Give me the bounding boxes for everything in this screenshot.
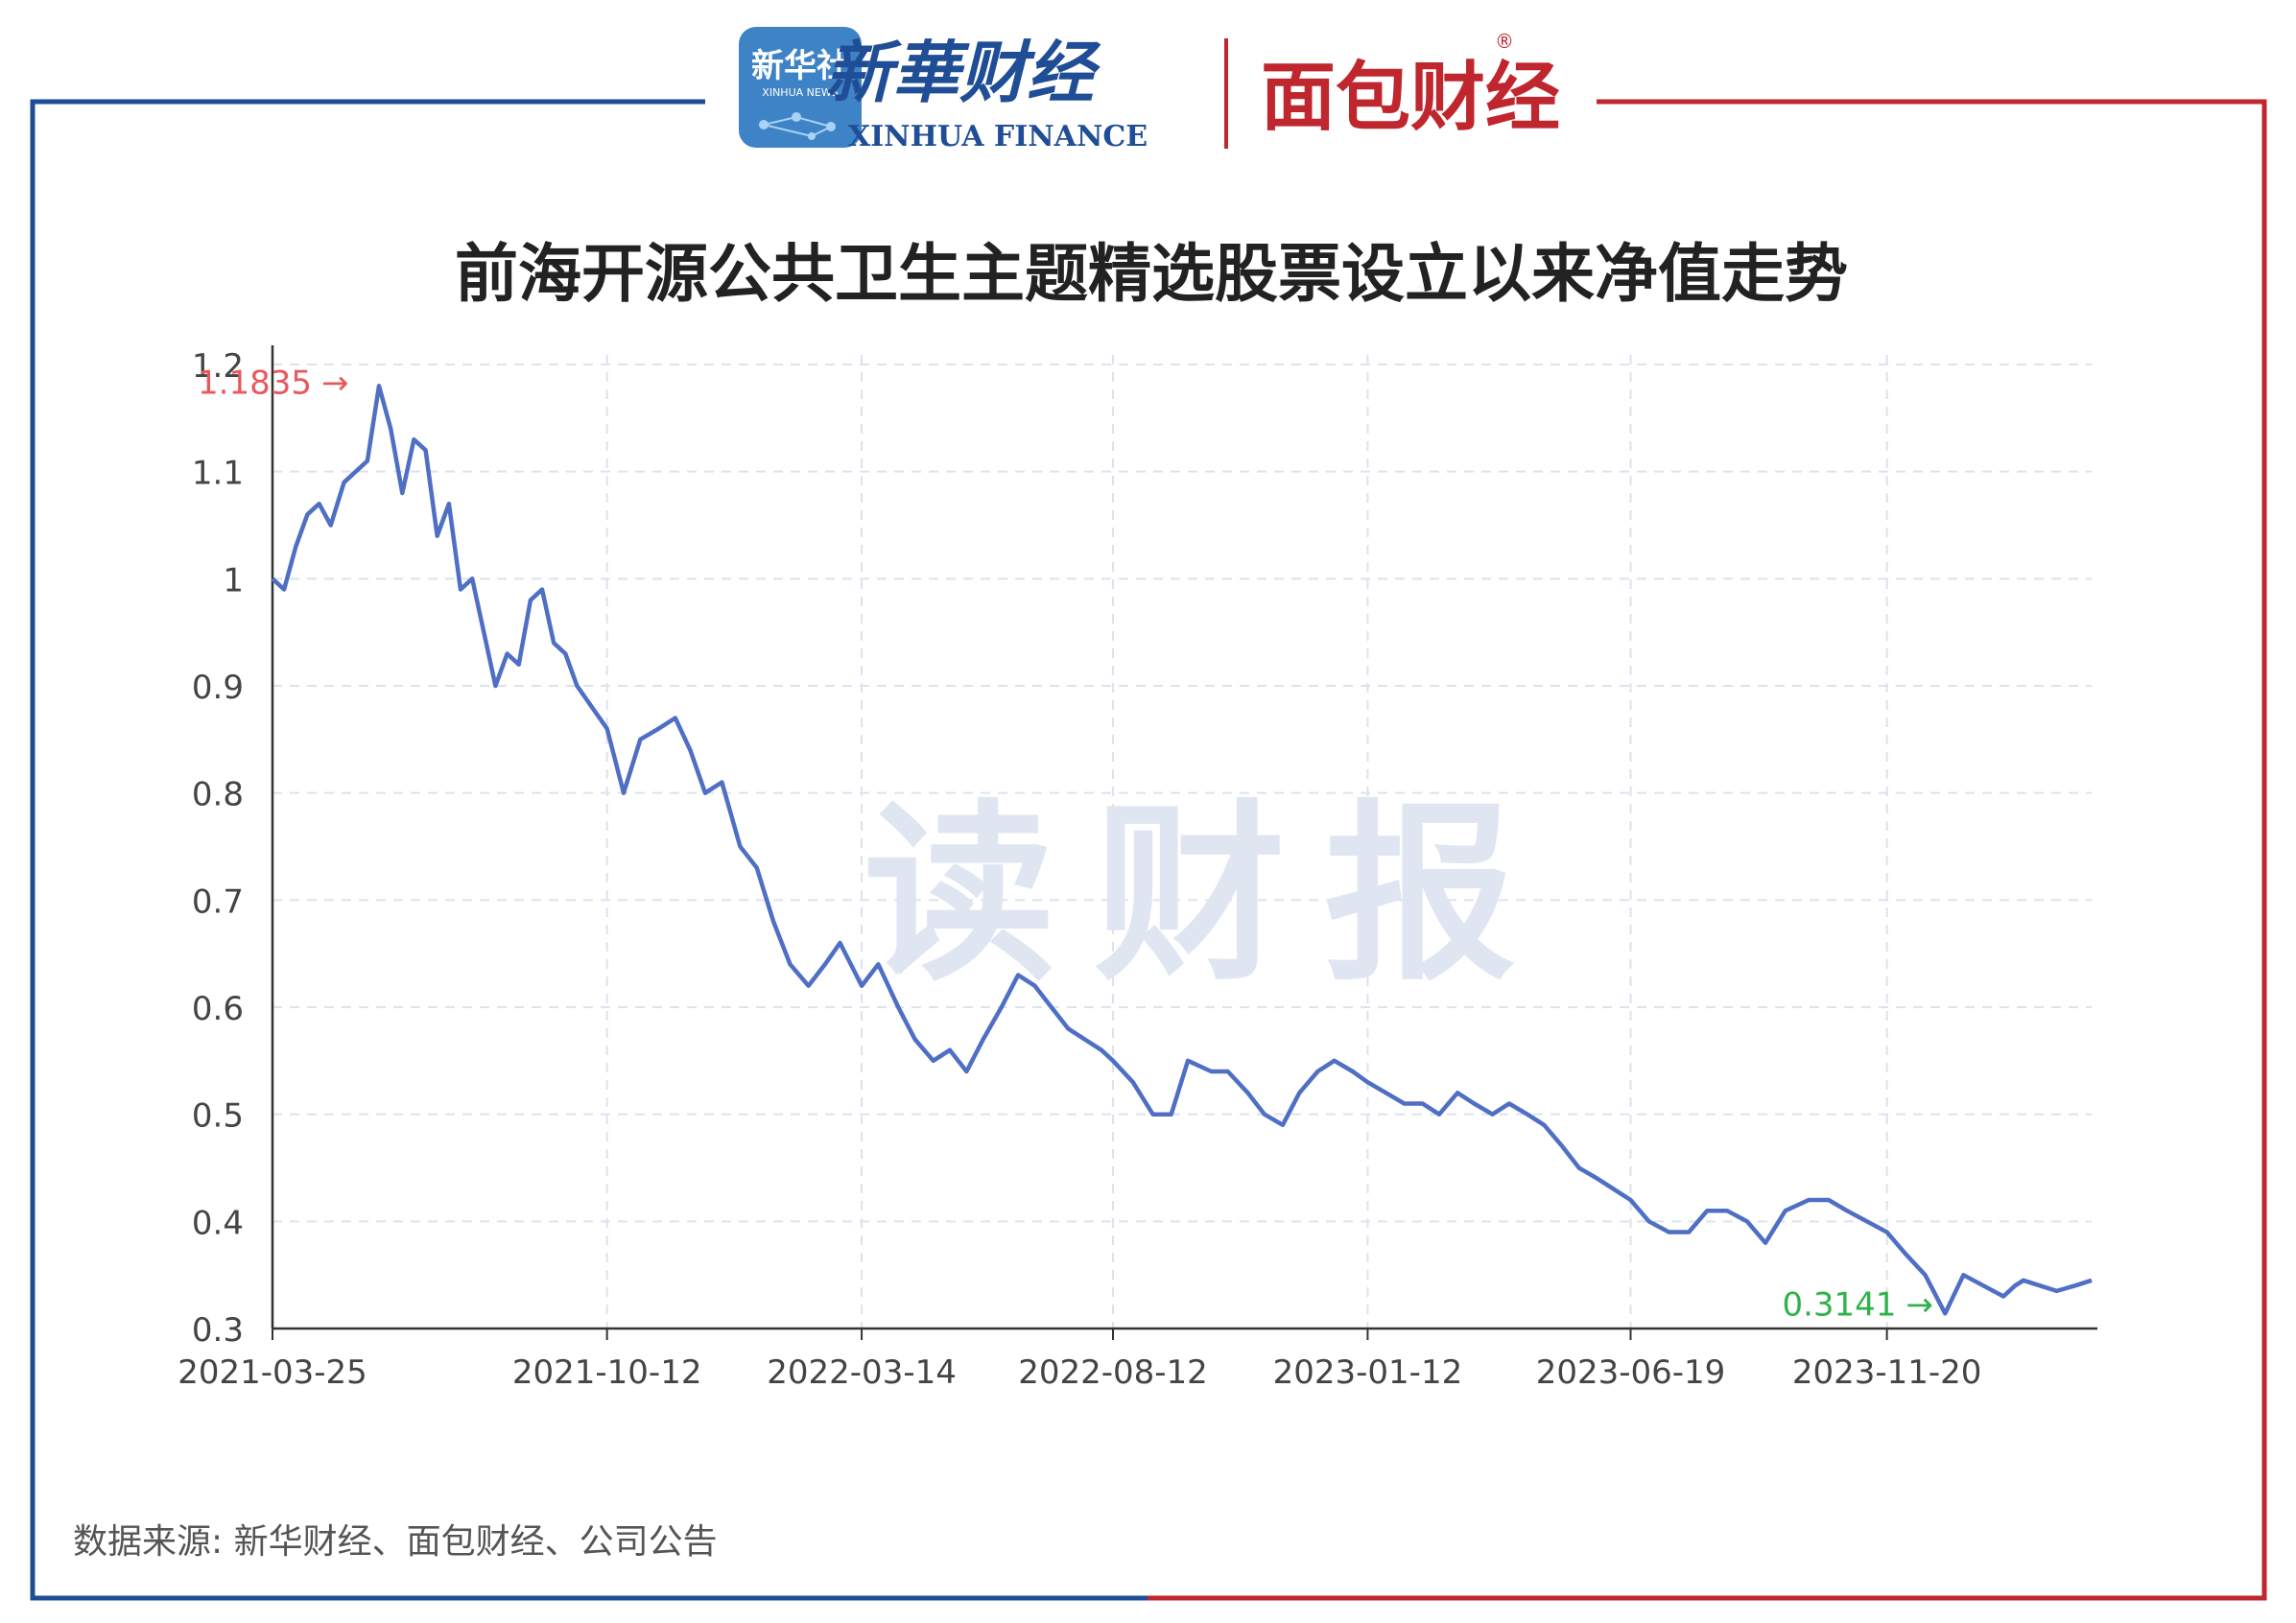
y-tick-label: 0.7 [192,882,244,921]
y-tick-label: 0.5 [192,1097,244,1136]
source-note: 数据来源: 新华财经、面包财经、公司公告 [73,1522,718,1562]
x-tick-label: 2023-11-20 [1792,1353,1982,1392]
mianbao-logo: 面包财经 [1261,55,1560,141]
registered-mark: ® [1495,30,1514,53]
y-tick-label: 0.8 [192,776,244,814]
frame-right-border [1148,99,2267,1601]
x-tick-label: 2023-01-12 [1273,1353,1463,1392]
y-tick-label: 1 [223,561,244,600]
y-tick-label: 1.2 [192,347,244,386]
xinhua-news-logo: 新华社 XINHUA NEWS [739,27,862,148]
y-tick-label: 0.9 [192,669,244,707]
annotations: 1.1835 →0.3141 → [198,364,1933,1324]
frame-left-border [30,99,1148,1601]
chart-title: 前海开源公共卫生主题精选股票设立以来净值走势 [455,237,1848,311]
max-arrow: → [321,364,349,402]
x-tick-label: 2023-06-19 [1536,1353,1726,1392]
xinhua-badge-sub: XINHUA NEWS [762,86,838,99]
x-tick-label: 2021-10-12 [512,1353,702,1392]
watermark: 读财报 [864,784,1555,1007]
min-value-label: 0.3141 [1782,1285,1896,1324]
x-tick-label: 2021-03-25 [178,1353,367,1392]
axes [271,345,2097,1340]
xinhua-finance-en: XINHUA FINANCE [848,120,1148,153]
y-tick-label: 1.1 [192,455,244,493]
y-tick-label: 0.6 [192,990,244,1028]
xinhua-badge-text: 新华社 [751,47,849,85]
series-line [271,384,2093,1316]
x-tick-label: 2022-08-12 [1018,1353,1208,1392]
y-tick-label: 0.4 [192,1204,244,1242]
xinhua-finance-cn: 新華财经 [825,33,1101,112]
max-value-label: 1.1835 [198,364,312,402]
x-tick-label: 2022-03-14 [767,1353,957,1392]
tick-labels: 0.3 0.4 0.5 0.6 0.7 0.8 0.9 1 1.1 1.2 2021-03-25 20… [178,347,1981,1392]
y-tick-label: 0.3 [192,1311,244,1350]
min-arrow: → [1905,1285,1933,1324]
